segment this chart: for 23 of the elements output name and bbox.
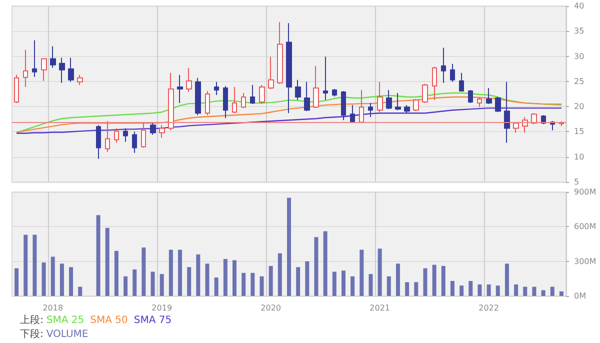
text: SMA 25: [46, 315, 84, 326]
x-tick-label: 2020: [260, 304, 282, 312]
x-tick-label: 2018: [42, 304, 64, 312]
x-tick-label: 2019: [152, 304, 172, 312]
y-tick-label: 600M: [574, 222, 596, 232]
y-tick-label: 20: [574, 102, 584, 112]
y-tick-label: 30: [574, 52, 584, 61]
y-tick-label: 40: [574, 2, 584, 10]
x-tick-label: 2022: [478, 304, 499, 312]
y-tick-label: 5: [574, 178, 580, 186]
y-tick-label: 900M: [574, 188, 596, 196]
y-tick-label: 25: [574, 76, 584, 86]
legend-title: 下段:: [20, 329, 44, 340]
y-tick-label: 0M: [574, 292, 586, 300]
y-tick-label: 10: [574, 152, 584, 162]
y-tick-label: 300M: [574, 256, 596, 266]
x-tick-label: 2021: [370, 304, 390, 312]
y-tick-label: 15: [574, 127, 584, 136]
text: SMA 75: [134, 315, 172, 326]
text: SMA 50: [90, 315, 128, 326]
y-tick-label: 35: [574, 26, 584, 36]
text: VOLUME: [46, 329, 88, 340]
legend-title: 上段:: [20, 315, 44, 326]
